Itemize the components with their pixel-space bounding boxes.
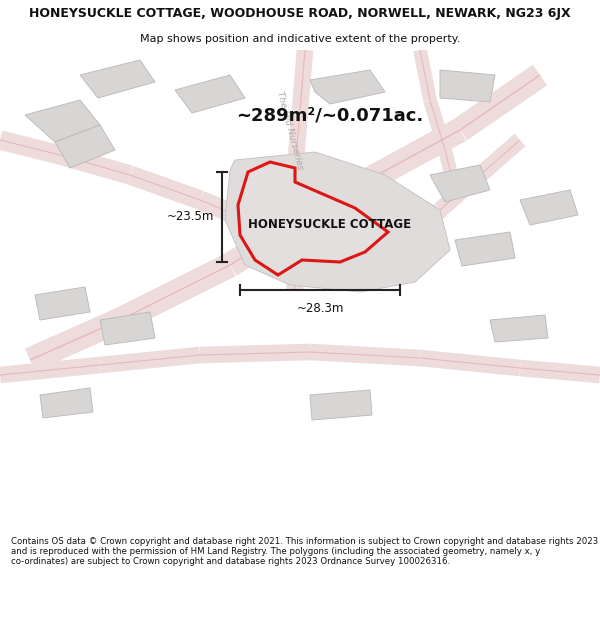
- Polygon shape: [80, 60, 155, 98]
- Polygon shape: [225, 152, 450, 292]
- Text: Map shows position and indicative extent of the property.: Map shows position and indicative extent…: [140, 34, 460, 44]
- Text: HONEYSUCKLE COTTAGE: HONEYSUCKLE COTTAGE: [248, 219, 412, 231]
- Text: The Old Nurseries: The Old Nurseries: [275, 90, 305, 170]
- Polygon shape: [175, 75, 245, 113]
- Text: Contains OS data © Crown copyright and database right 2021. This information is : Contains OS data © Crown copyright and d…: [11, 537, 598, 566]
- Polygon shape: [310, 390, 372, 420]
- Text: ~23.5m: ~23.5m: [167, 211, 214, 224]
- Text: ~289m²/~0.071ac.: ~289m²/~0.071ac.: [236, 106, 424, 124]
- Polygon shape: [100, 312, 155, 345]
- Polygon shape: [25, 100, 100, 142]
- Polygon shape: [440, 70, 495, 102]
- Text: ~28.3m: ~28.3m: [296, 302, 344, 315]
- Polygon shape: [490, 315, 548, 342]
- Polygon shape: [40, 388, 93, 418]
- Text: HONEYSUCKLE COTTAGE, WOODHOUSE ROAD, NORWELL, NEWARK, NG23 6JX: HONEYSUCKLE COTTAGE, WOODHOUSE ROAD, NOR…: [29, 8, 571, 21]
- Polygon shape: [430, 165, 490, 202]
- Polygon shape: [238, 162, 388, 275]
- Polygon shape: [520, 190, 578, 225]
- Polygon shape: [35, 287, 90, 320]
- Polygon shape: [310, 70, 385, 104]
- Polygon shape: [55, 125, 115, 168]
- Polygon shape: [455, 232, 515, 266]
